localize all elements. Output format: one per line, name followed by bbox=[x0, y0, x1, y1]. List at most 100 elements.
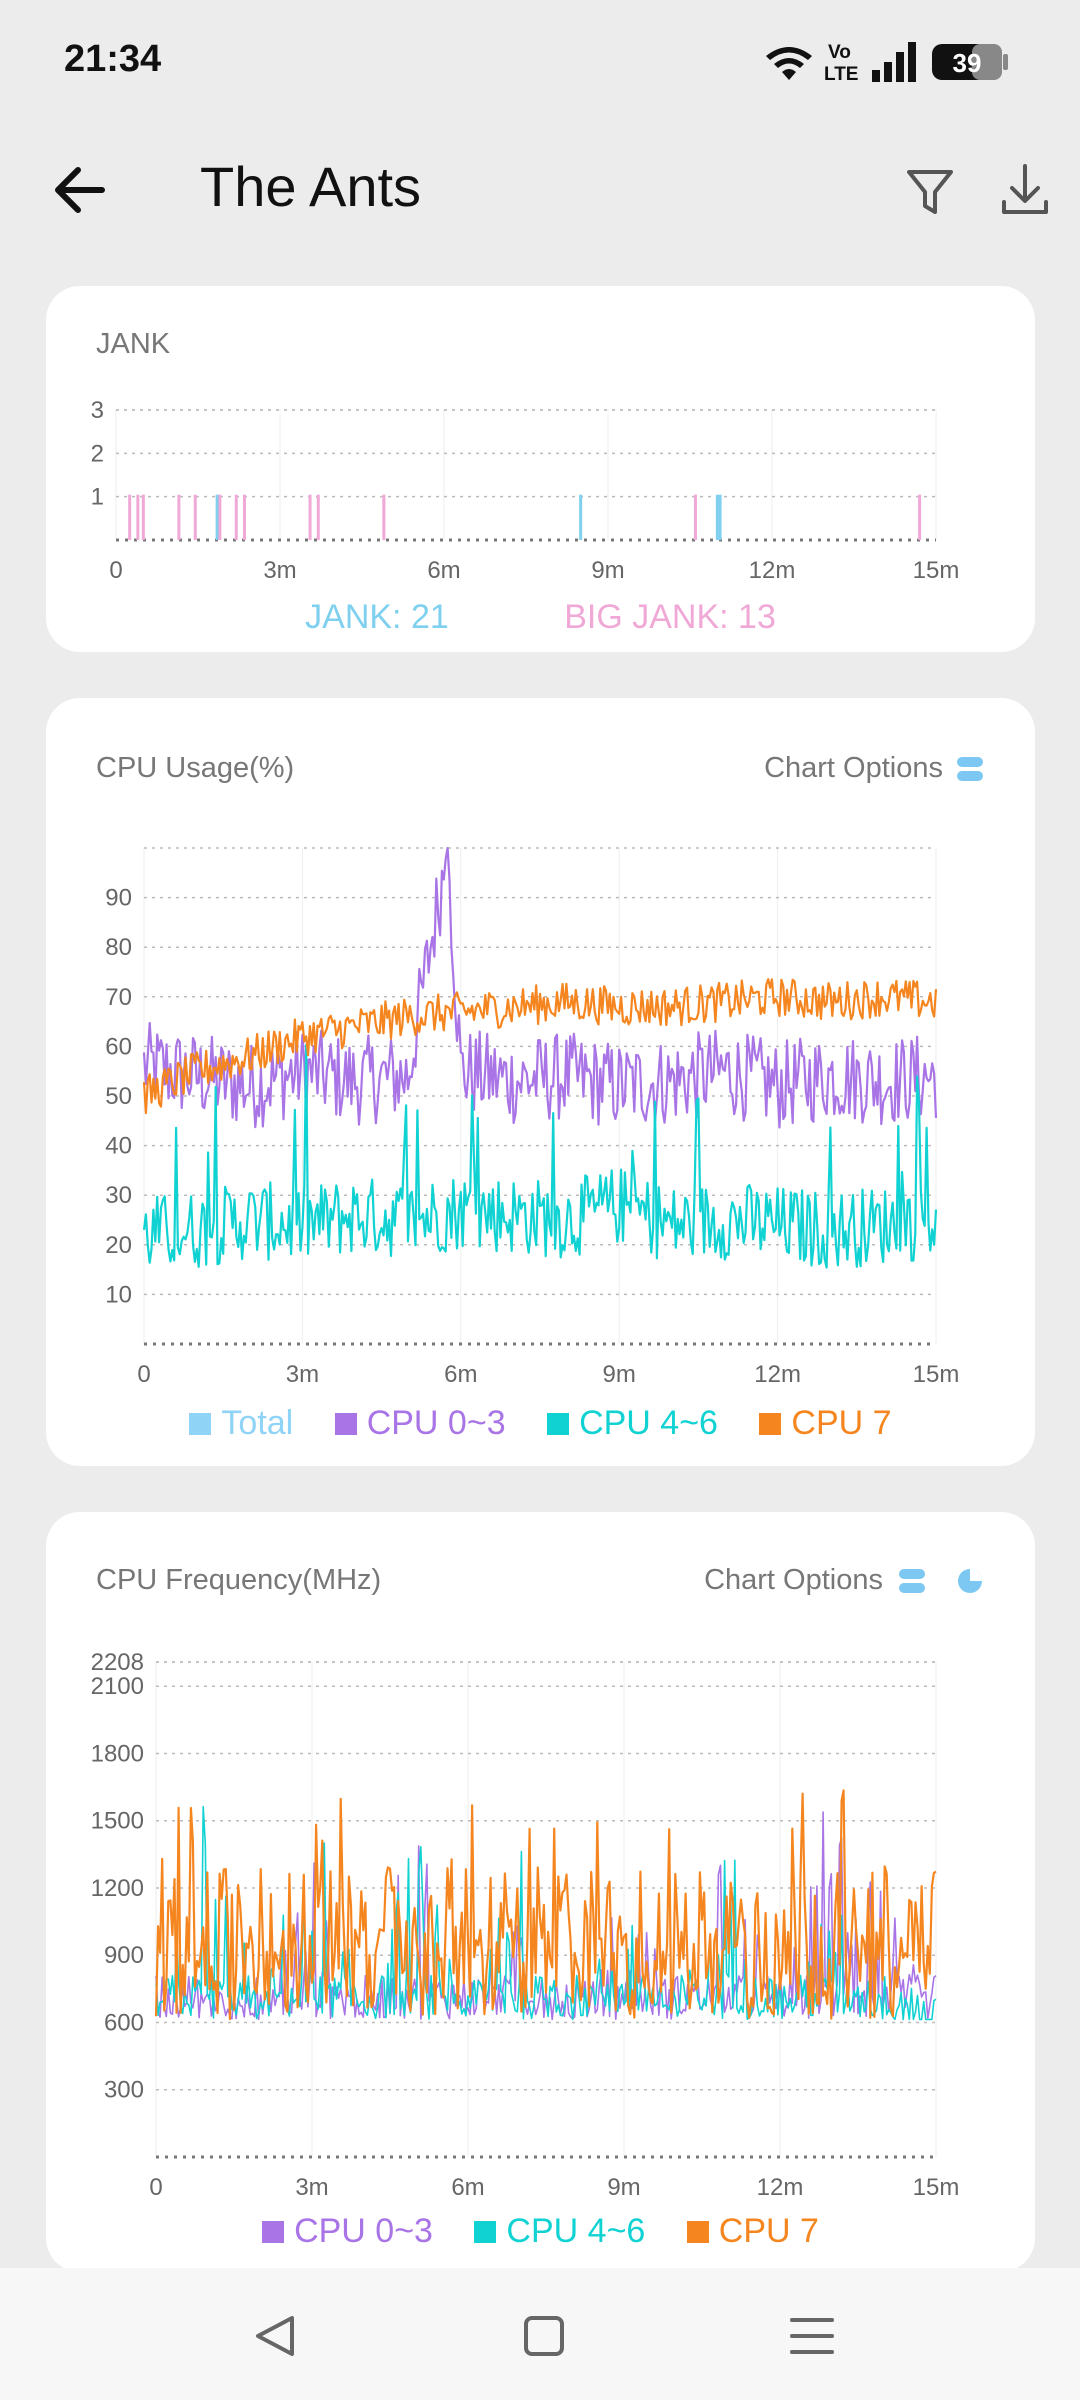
y-tick-label: 40 bbox=[105, 1133, 132, 1160]
legend-cpu7-swatch bbox=[759, 1413, 782, 1435]
series-line-cpu03 bbox=[142, 846, 938, 1129]
y-tick-label: 300 bbox=[104, 2077, 144, 2104]
y-tick-label: 80 bbox=[105, 934, 132, 961]
legend-cpu03-swatch bbox=[334, 1413, 357, 1435]
x-tick-label: 12m bbox=[757, 2174, 804, 2201]
layers-toggle-icon[interactable] bbox=[955, 754, 985, 784]
legend-cpu03[interactable]: CPU 0~3 bbox=[334, 1404, 506, 1443]
x-tick-label: 12m bbox=[754, 1361, 801, 1388]
battery-level: 39 bbox=[953, 48, 982, 78]
y-tick-label: 3 bbox=[91, 397, 104, 424]
x-tick-label: 6m bbox=[427, 557, 460, 584]
y-tick-label: 1500 bbox=[91, 1808, 144, 1835]
series-line-cpu7 bbox=[154, 1789, 937, 2021]
y-tick-label: 1200 bbox=[91, 1875, 144, 1902]
series-line-cpu7 bbox=[142, 978, 938, 1115]
legend-total-swatch bbox=[189, 1413, 212, 1435]
jank-legend: JANK: 21 BIG JANK: 13 bbox=[46, 598, 1035, 637]
legend-cpu7-swatch bbox=[686, 2221, 709, 2243]
x-tick-label: 3m bbox=[286, 1361, 319, 1388]
legend-cpu46[interactable]: CPU 4~6 bbox=[474, 2212, 645, 2251]
x-tick-label: 3m bbox=[295, 2174, 328, 2201]
home-square-icon[interactable] bbox=[504, 2296, 584, 2376]
x-tick-label: 9m bbox=[603, 1361, 636, 1388]
page-title: The Ants bbox=[200, 155, 422, 218]
x-tick-label: 12m bbox=[749, 557, 796, 584]
jank-chart: 0 3m 6m 9m 12m 15m 1 2 3 bbox=[91, 397, 960, 584]
jank-card-title: JANK bbox=[96, 328, 171, 360]
legend-cpu03-swatch bbox=[262, 2221, 285, 2243]
status-icons: Vo LTE 39 bbox=[766, 42, 1008, 85]
y-tick-label: 2 bbox=[91, 440, 104, 467]
cpu-usage-chart-options[interactable]: Chart Options bbox=[764, 752, 943, 784]
y-tick-label: 90 bbox=[105, 885, 132, 912]
system-nav-bar bbox=[0, 2268, 1080, 2400]
y-tick-label: 50 bbox=[105, 1083, 132, 1110]
cpu-frequency-chart-options[interactable]: Chart Options bbox=[704, 1564, 883, 1596]
x-tick-label: 6m bbox=[451, 2174, 484, 2201]
cpu-usage-card: CPU Usage(%) Chart Options 0 3m 6m 9m 12m 15m… bbox=[46, 698, 1035, 1466]
x-tick-label: 6m bbox=[444, 1361, 477, 1388]
cpu-frequency-title: CPU Frequency(MHz) bbox=[96, 1564, 382, 1596]
y-tick-label: 1800 bbox=[91, 1740, 144, 1767]
volte-vo-label: Vo bbox=[828, 42, 851, 63]
cpu-frequency-card: CPU Frequency(MHz) Chart Options 0 3m 6m 9m… bbox=[46, 1512, 1035, 2272]
title-bar: The Ants bbox=[0, 130, 1080, 250]
x-tick-label: 0 bbox=[137, 1361, 150, 1388]
legend-cpu46-label: CPU 4~6 bbox=[579, 1404, 718, 1442]
layers-toggle-icon[interactable] bbox=[897, 1566, 927, 1596]
menu-lines-icon[interactable] bbox=[772, 2296, 852, 2376]
battery-icon: 39 bbox=[932, 44, 1008, 80]
legend-cpu7-label: CPU 7 bbox=[791, 1404, 892, 1442]
legend-big-jank[interactable]: BIG JANK: 13 bbox=[564, 598, 776, 636]
y-tick-label: 10 bbox=[105, 1281, 132, 1308]
legend-cpu46-swatch bbox=[547, 1413, 570, 1435]
status-time: 21:34 bbox=[64, 38, 162, 80]
cpu-frequency-legend: CPU 0~3 CPU 4~6 CPU 7 bbox=[46, 2212, 1035, 2251]
legend-cpu7[interactable]: CPU 7 bbox=[686, 2212, 819, 2251]
y-tick-label: 600 bbox=[104, 2009, 144, 2036]
cpu-usage-title: CPU Usage(%) bbox=[96, 752, 295, 784]
y-tick-label: 20 bbox=[105, 1232, 132, 1259]
back-arrow-icon[interactable] bbox=[40, 150, 120, 230]
cpu-usage-legend: Total CPU 0~3 CPU 4~6 CPU 7 bbox=[46, 1404, 1035, 1443]
pie-chart-icon[interactable] bbox=[955, 1566, 985, 1596]
legend-total-label: Total bbox=[221, 1404, 294, 1442]
legend-total[interactable]: Total bbox=[189, 1404, 293, 1443]
volte-lte-label: LTE bbox=[824, 64, 858, 85]
download-icon[interactable] bbox=[990, 154, 1060, 226]
legend-cpu03-label: CPU 0~3 bbox=[294, 2212, 433, 2250]
signal-icon bbox=[872, 42, 916, 82]
y-tick-label: 900 bbox=[104, 1942, 144, 1969]
volte-icon: Vo LTE bbox=[824, 42, 858, 85]
x-tick-label: 15m bbox=[913, 1361, 960, 1388]
legend-cpu7[interactable]: CPU 7 bbox=[759, 1404, 892, 1443]
jank-card: JANK 0 3m 6m 9m 12m 15m 1 2 3 JANK: 21 BIG JANK:… bbox=[46, 286, 1035, 652]
y-tick-label: 70 bbox=[105, 984, 132, 1011]
cpu-usage-chart: 0 3m 6m 9m 12m 15m 10 20 30 40 50 60 70 80 90 bbox=[105, 846, 960, 1388]
legend-cpu03[interactable]: CPU 0~3 bbox=[262, 2212, 433, 2251]
series-line-cpu46 bbox=[142, 1043, 938, 1269]
x-tick-label: 0 bbox=[149, 2174, 162, 2201]
legend-cpu03-label: CPU 0~3 bbox=[366, 1404, 506, 1442]
y-tick-label: 60 bbox=[105, 1033, 132, 1060]
back-triangle-icon[interactable] bbox=[236, 2296, 316, 2376]
x-tick-label: 15m bbox=[913, 557, 960, 584]
x-tick-label: 9m bbox=[591, 557, 624, 584]
y-tick-label: 2208 bbox=[91, 1649, 144, 1676]
wifi-icon bbox=[766, 47, 812, 80]
legend-cpu46[interactable]: CPU 4~6 bbox=[547, 1404, 718, 1443]
legend-jank[interactable]: JANK: 21 bbox=[305, 598, 449, 636]
x-tick-label: 9m bbox=[607, 2174, 640, 2201]
legend-cpu7-label: CPU 7 bbox=[718, 2212, 819, 2250]
y-tick-label: 1 bbox=[91, 484, 104, 511]
legend-cpu46-swatch bbox=[474, 2221, 497, 2243]
y-tick-label: 2100 bbox=[91, 1673, 144, 1700]
legend-cpu46-label: CPU 4~6 bbox=[506, 2212, 646, 2250]
y-tick-label: 30 bbox=[105, 1182, 132, 1209]
x-tick-label: 15m bbox=[913, 2174, 960, 2201]
filter-icon[interactable] bbox=[895, 154, 965, 226]
status-bar: 21:34 Vo LTE 39 bbox=[0, 0, 1080, 120]
x-tick-label: 3m bbox=[263, 557, 296, 584]
cpu-frequency-chart: 0 3m 6m 9m 12m 15m 300 600 900 1200 1500 1800 210022… bbox=[91, 1649, 960, 2201]
